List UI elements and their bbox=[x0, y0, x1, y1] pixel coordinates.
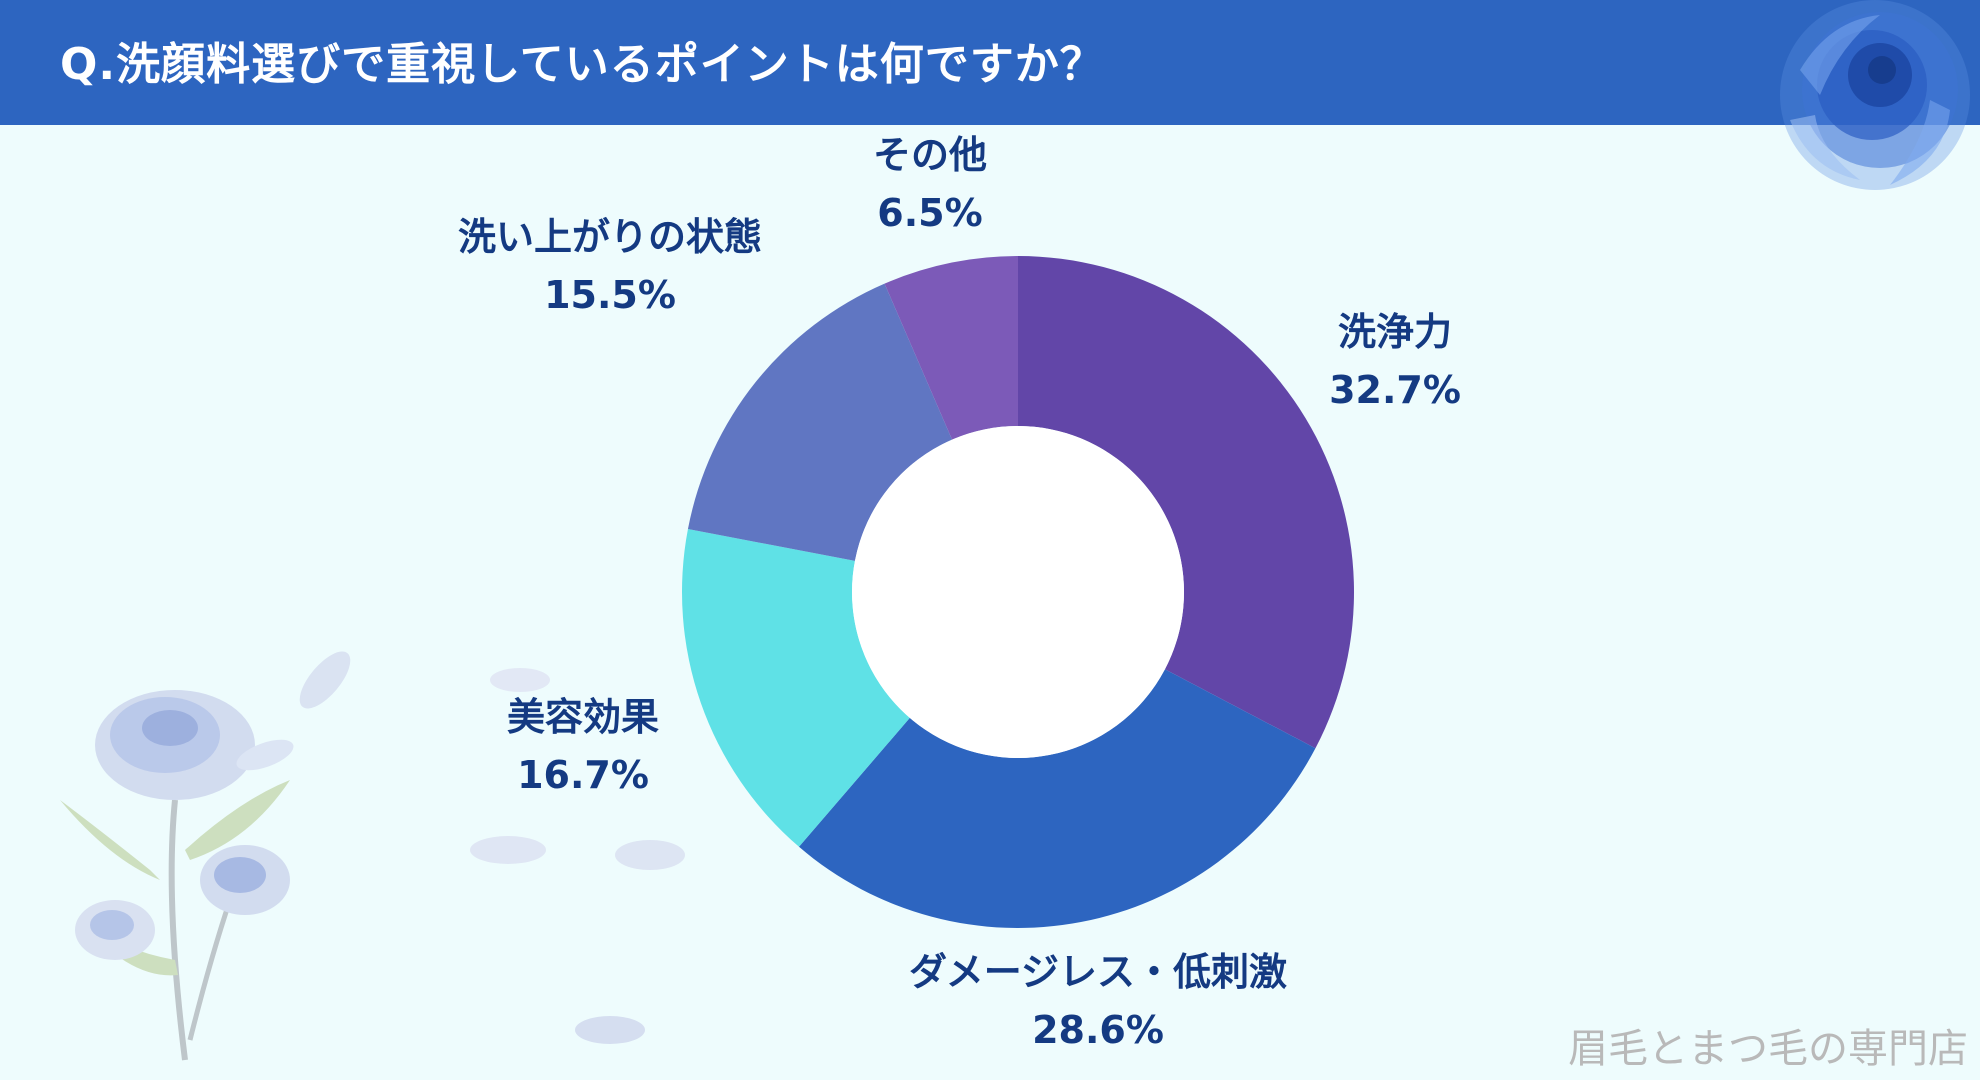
slice-value-label: 6.5% bbox=[877, 191, 982, 235]
donut-slice-3 bbox=[681, 529, 910, 847]
chart-slices bbox=[681, 256, 1354, 929]
donut-slice-4 bbox=[687, 283, 953, 561]
donut-hole bbox=[852, 426, 1184, 758]
donut-slice-1 bbox=[1018, 256, 1354, 749]
slice-value-label: 16.7% bbox=[517, 753, 649, 797]
slice-category-label: 洗い上がりの状態 bbox=[458, 215, 762, 259]
slice-category-label: 洗浄力 bbox=[1338, 310, 1452, 354]
header-bar: Q.洗顔料選びで重視しているポイントは何ですか？ bbox=[0, 0, 1980, 125]
slice-value-label: 32.7% bbox=[1329, 368, 1461, 412]
page-title: Q.洗顔料選びで重視しているポイントは何ですか？ bbox=[60, 39, 1105, 90]
slice-value-label: 15.5% bbox=[544, 273, 676, 317]
slice-category-label: 美容効果 bbox=[507, 695, 659, 739]
donut-slice-5 bbox=[884, 256, 1018, 440]
slice-category-label: ダメージレス・低刺激 bbox=[909, 950, 1287, 994]
slice-value-label: 28.6% bbox=[1032, 1008, 1164, 1052]
watermark-text: 眉毛とまつ毛の専門店 bbox=[1568, 1026, 1968, 1072]
donut-slice-2 bbox=[798, 669, 1316, 929]
chart-labels: 洗浄力 32.7% ダメージレス・低刺激 28.6% 美容効果 16.7% 洗い上がりの状態… bbox=[458, 133, 1461, 1052]
slice-category-label: その他 bbox=[873, 133, 987, 177]
